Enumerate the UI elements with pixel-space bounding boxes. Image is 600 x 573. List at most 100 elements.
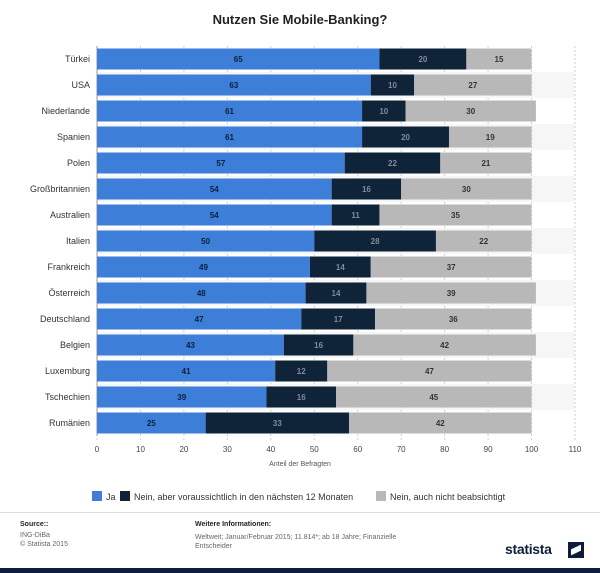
bar-value-label: 42 (440, 341, 449, 350)
bar-value-label: 22 (479, 237, 488, 246)
bar-segment (97, 308, 302, 330)
footer-bar (0, 568, 600, 573)
bar-segment (97, 334, 284, 356)
bar-value-label: 57 (216, 159, 225, 168)
statista-logo: statista (505, 541, 552, 557)
bar-segment (375, 308, 532, 330)
legend-label-nein-auch-nicht: Nein, auch nicht beabsichtigt (390, 492, 506, 502)
bar-value-label: 30 (466, 107, 475, 116)
bar-segment (205, 412, 350, 434)
bar-segment (97, 178, 332, 200)
bar-value-label: 47 (195, 315, 204, 324)
bar-value-label: 47 (425, 367, 434, 376)
bar-segment (97, 412, 206, 434)
bar-value-label: 30 (462, 185, 471, 194)
bar-segment (331, 178, 402, 200)
bar-segment (379, 48, 467, 70)
bar-segment (97, 282, 306, 304)
bar-segment (309, 256, 371, 278)
bar-value-label: 16 (362, 185, 371, 194)
bar-segment (370, 256, 532, 278)
legend-swatch-nein-auch-nicht (376, 491, 386, 501)
bar-segment (448, 126, 532, 148)
bar-segment (370, 74, 415, 96)
bar-segment (275, 360, 328, 382)
x-tick-label: 90 (484, 445, 493, 454)
bar-segment (305, 282, 367, 304)
bar-value-label: 63 (229, 81, 238, 90)
bar-segment (97, 126, 363, 148)
bar-value-label: 28 (371, 237, 380, 246)
bar-segment (362, 126, 449, 148)
x-tick-label: 50 (310, 445, 319, 454)
bar-value-label: 12 (297, 367, 306, 376)
bar-value-label: 41 (182, 367, 191, 376)
bar-segment (336, 386, 532, 408)
bar-value-label: 21 (481, 159, 490, 168)
bar-value-label: 20 (418, 55, 427, 64)
bar-value-label: 20 (401, 133, 410, 142)
bar-segment (435, 230, 532, 252)
category-label: Polen (67, 158, 90, 168)
bar-value-label: 25 (147, 419, 156, 428)
category-label: Frankreich (47, 262, 90, 272)
bar-value-label: 45 (429, 393, 438, 402)
legend-label-nein-aber: Nein, aber voraussichtlich in den nächst… (134, 492, 354, 502)
bar-value-label: 36 (449, 315, 458, 324)
info-heading: Weitere Informationen: (195, 521, 272, 528)
footer-divider (0, 512, 600, 513)
bar-segment (97, 74, 371, 96)
bar-value-label: 50 (201, 237, 210, 246)
bar-segment (266, 386, 336, 408)
bar-segment (97, 256, 310, 278)
bar-value-label: 54 (210, 185, 219, 194)
category-label: Türkei (65, 54, 90, 64)
category-label: Spanien (57, 132, 90, 142)
chart-title: Nutzen Sie Mobile-Banking? (212, 12, 388, 27)
bar-segment (366, 282, 536, 304)
bar-segment (301, 308, 376, 330)
bar-segment (349, 412, 532, 434)
category-label: Belgien (60, 340, 90, 350)
legend-label-ja: Ja (106, 492, 116, 502)
bar-value-label: 61 (225, 107, 234, 116)
bar-value-label: 48 (197, 289, 206, 298)
x-tick-label: 10 (136, 445, 145, 454)
category-label: USA (71, 80, 90, 90)
bar-value-label: 16 (314, 341, 323, 350)
x-tick-label: 70 (397, 445, 406, 454)
bar-segment (327, 360, 532, 382)
category-label: Luxemburg (45, 366, 90, 376)
legend-swatch-nein-aber (120, 491, 130, 501)
bar-value-label: 14 (332, 289, 341, 298)
category-label: Italien (66, 236, 90, 246)
bar-value-label: 43 (186, 341, 195, 350)
bar-value-label: 49 (199, 263, 208, 272)
x-tick-label: 30 (223, 445, 232, 454)
category-label: Australien (50, 210, 90, 220)
statista-logo-icon (568, 542, 584, 558)
bar-value-label: 15 (495, 55, 504, 64)
bar-value-label: 11 (351, 211, 360, 220)
bar-segment (405, 100, 536, 122)
bar-value-label: 61 (225, 133, 234, 142)
bar-value-label: 19 (486, 133, 495, 142)
bar-segment (401, 178, 532, 200)
x-tick-label: 100 (525, 445, 539, 454)
bar-value-label: 54 (210, 211, 219, 220)
category-label: Niederlande (41, 106, 90, 116)
bar-segment (344, 152, 441, 174)
x-tick-label: 0 (95, 445, 100, 454)
legend-item-ja: Ja (92, 491, 116, 502)
legend-item-nein-auch-nicht: Nein, auch nicht beabsichtigt (376, 491, 505, 502)
bar-segment (283, 334, 354, 356)
category-label: Rumänien (49, 418, 90, 428)
bar-value-label: 39 (447, 289, 456, 298)
bar-segment (97, 230, 315, 252)
bar-value-label: 10 (388, 81, 397, 90)
info-text: Weltweit; Januar/Februar 2015; 11.814*; … (195, 534, 397, 550)
category-label: Deutschland (40, 314, 90, 324)
bar-value-label: 42 (436, 419, 445, 428)
bar-segment (97, 152, 345, 174)
category-label: Großbritannien (30, 184, 90, 194)
